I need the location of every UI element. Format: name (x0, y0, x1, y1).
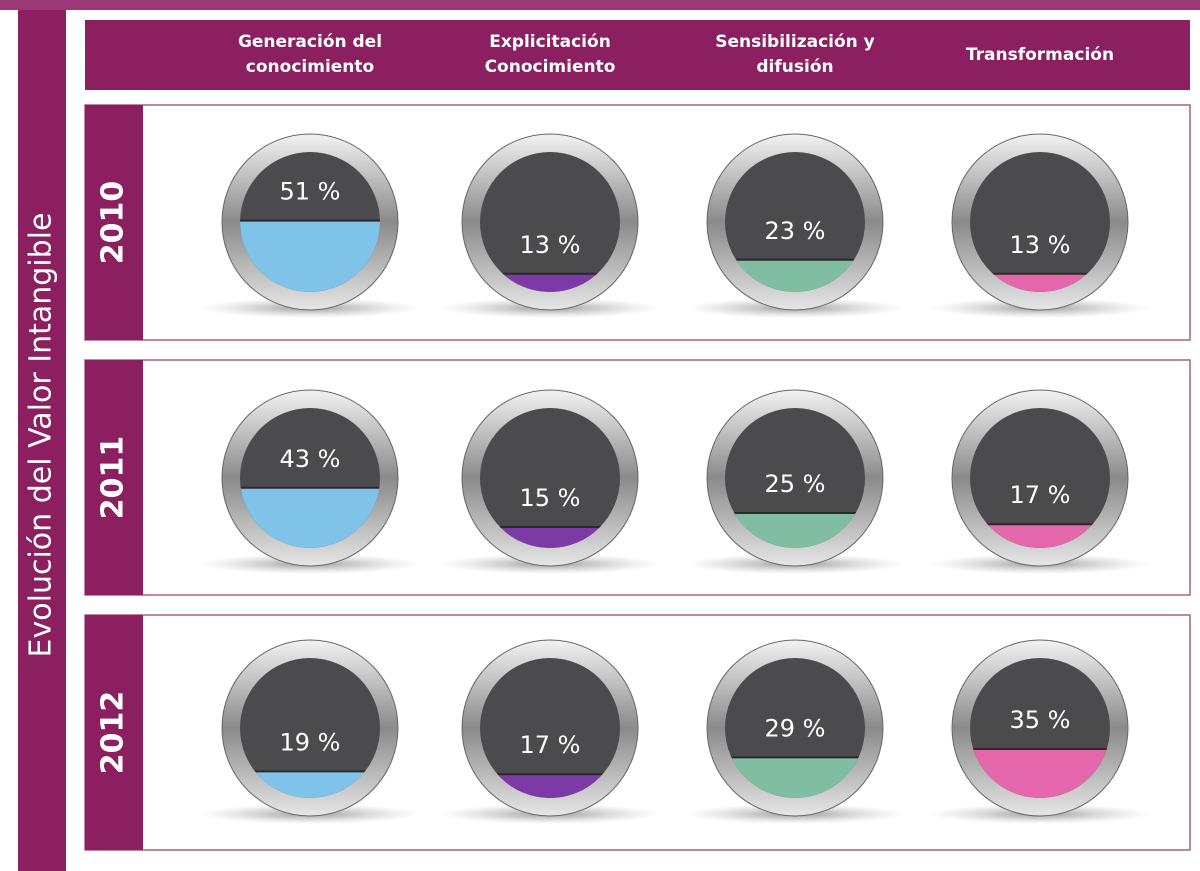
gauge-face (240, 658, 380, 798)
gauge-face (480, 152, 620, 292)
year-tab (85, 360, 143, 595)
gauge-face (480, 408, 620, 548)
gauge-face (970, 408, 1110, 548)
value-label: 19 % (280, 728, 341, 756)
value-label: 23 % (765, 217, 826, 245)
value-label: 51 % (280, 178, 341, 206)
column-header: Generación del conocimiento (237, 32, 383, 77)
value-label: 29 % (765, 714, 826, 742)
value-label: 35 % (1010, 706, 1071, 734)
year-label: 2010 (96, 181, 131, 265)
value-label: 25 % (765, 470, 826, 498)
gauge-face (725, 152, 865, 292)
year-label: 2011 (96, 436, 131, 520)
value-label: 13 % (520, 231, 581, 259)
year-label: 2012 (96, 691, 131, 775)
value-label: 13 % (1010, 231, 1071, 259)
value-label: 17 % (520, 731, 581, 759)
side-band (18, 10, 66, 871)
column-header: Explicitación Conocimiento (484, 32, 616, 77)
value-label: 43 % (280, 445, 341, 473)
column-header: Sensibilización y difusión (715, 32, 875, 77)
year-tab (85, 615, 143, 850)
column-header: Transformación (965, 44, 1115, 65)
gauge-face (970, 152, 1110, 292)
header-band (85, 20, 1190, 90)
value-label: 15 % (520, 484, 581, 512)
gauge-face (480, 658, 620, 798)
year-tab (85, 105, 143, 340)
top-band (0, 0, 1200, 10)
value-label: 17 % (1010, 481, 1071, 509)
chart-title: Evolución del Valor Intangible (24, 213, 59, 658)
